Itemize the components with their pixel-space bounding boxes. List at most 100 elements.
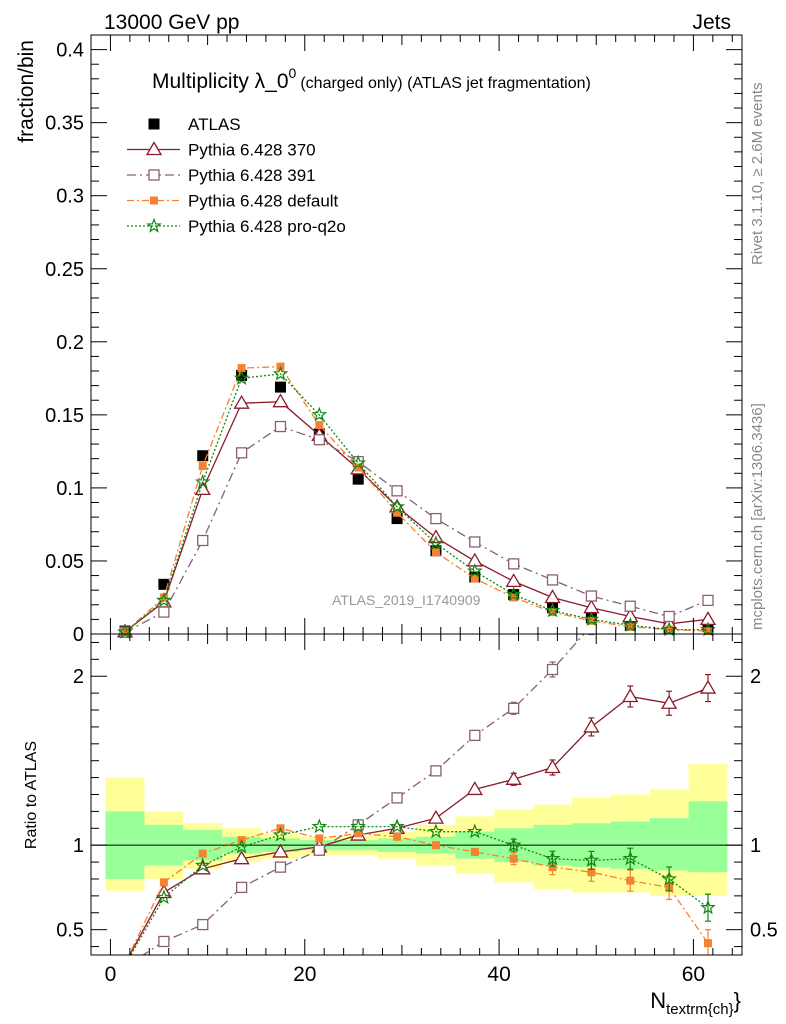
main-point-pq2o (466, 562, 483, 578)
chart-title: Multiplicity λ_00(charged only) (ATLAS j… (152, 65, 591, 93)
main-point-atlas (702, 621, 714, 633)
legend-marker-pdefault (150, 196, 158, 205)
ratio-point-pq2o (389, 818, 405, 834)
main-point-p391 (585, 590, 598, 602)
ratio-point-p391 (197, 918, 209, 931)
main-point-atlas (158, 578, 170, 590)
ratio-point-pdefault (393, 832, 402, 841)
main-point-p391 (702, 594, 714, 607)
ratio-plot-area (91, 553, 742, 955)
legend-label-pdefault: Pythia 6.428 default (188, 192, 339, 211)
main-point-pdefault (393, 508, 402, 517)
ratio-point-pdefault (315, 834, 324, 843)
main-y-tick-label: 0.2 (56, 332, 84, 354)
main-panel: 0 0.05 0.1 0.15 0.2 0.25 0.3 0.35 0.4 fraction/b… (15, 34, 743, 646)
main-point-p391 (197, 534, 209, 547)
ratio-point-pq2o (156, 889, 172, 905)
main-point-p391 (235, 447, 248, 459)
ratio-point-p391 (469, 729, 481, 742)
main-y-tick-label: 0.1 (56, 478, 84, 500)
ratio-line-pq2o (130, 825, 709, 955)
ratio-point-p391 (703, 553, 713, 563)
ratio-point-p370 (699, 679, 717, 694)
ratio-point-pdefault (548, 863, 557, 872)
ratio-point-pq2o (466, 823, 483, 839)
legend: ATLAS Pythia 6.428 370 Pythia 6.428 391 Pyt… (127, 115, 346, 236)
main-y-axis-label: fraction/bin (15, 40, 38, 143)
main-point-pdefault (315, 421, 324, 430)
main-line-pq2o (124, 373, 708, 633)
main-y-tick-label: 0.35 (45, 113, 84, 135)
mcplots-label: mcplots.cern.ch [arXiv:1306.3436] (749, 403, 766, 630)
main-point-pq2o (350, 454, 367, 470)
ratio-band-inner (688, 801, 728, 873)
ratio-point-p391 (313, 844, 325, 856)
energy-label: 13000 GeV pp (104, 11, 239, 34)
x-tick-label: 40 (487, 963, 510, 986)
main-y-tick-label: 0.05 (45, 551, 84, 573)
ratio-point-p370 (544, 759, 561, 774)
main-y-axis: 0 0.05 0.1 0.15 0.2 0.25 0.3 0.35 0.4 (45, 40, 742, 646)
main-point-atlas (352, 473, 364, 485)
ratio-y-tick-label-left: 2 (73, 666, 84, 688)
ratio-y-tick-label-right: 2 (750, 666, 761, 688)
ratio-point-p370 (466, 781, 483, 796)
ratio-line-p391 (141, 634, 585, 955)
ratio-point-p370 (660, 694, 678, 709)
rivet-version-label: Rivet 3.1.10, ≥ 2.6M events (749, 83, 766, 266)
main-y-tick-label: 0.3 (56, 186, 84, 208)
x-tick-label: 60 (682, 963, 705, 986)
legend-marker-atlas (148, 118, 160, 130)
legend-marker-p370 (145, 141, 163, 156)
main-point-pdefault (587, 616, 596, 625)
main-point-pq2o (233, 370, 250, 385)
ratio-point-pdefault (470, 847, 479, 856)
main-point-pq2o (156, 592, 172, 608)
ratio-point-pdefault (159, 878, 168, 887)
ratio-point-pq2o (583, 852, 600, 867)
main-point-p370 (272, 393, 289, 408)
main-point-pq2o (195, 473, 211, 489)
ratio-y-tick-label-left: 1 (73, 835, 84, 857)
main-point-pdefault (237, 364, 246, 373)
ratio-point-pq2o (195, 857, 211, 873)
ratio-point-pq2o (505, 836, 522, 852)
ratio-point-p370 (583, 718, 600, 733)
main-y-tick-label: 0.25 (45, 259, 84, 281)
ratio-line-pdefault (128, 827, 709, 955)
main-point-p391 (508, 558, 520, 570)
main-point-p391 (391, 485, 403, 497)
ratio-point-p391 (508, 702, 520, 714)
ratio-point-pdefault (354, 829, 363, 838)
ratio-point-pq2o (544, 850, 561, 866)
ratio-data-group (91, 553, 742, 955)
ratio-point-p391 (391, 792, 403, 804)
main-point-p370 (622, 608, 639, 623)
ratio-point-p391 (274, 861, 287, 873)
ratio-point-p391 (625, 587, 635, 597)
ratio-y-axis: 0.5 0.5 1 1 2 2 (56, 641, 778, 948)
main-point-p391 (274, 420, 287, 433)
main-point-pq2o (428, 535, 444, 551)
ratio-point-pdefault (198, 849, 207, 858)
main-plot-area (116, 362, 717, 639)
x-tick-label: 20 (293, 963, 316, 986)
main-point-pdefault (626, 622, 635, 631)
main-point-p391 (663, 610, 675, 623)
main-y-tick-label: 0.4 (56, 40, 84, 62)
ratio-point-p391 (546, 663, 559, 676)
legend-marker-pq2o (146, 217, 162, 233)
ratio-point-pq2o (350, 818, 367, 834)
main-y-tick-label: 0.15 (45, 405, 84, 427)
main-point-p370 (233, 394, 250, 409)
x-tick-label: 0 (105, 963, 117, 986)
main-y-tick-label: 0 (73, 624, 84, 646)
main-point-pq2o (272, 365, 289, 381)
ratio-y-tick-label-right: 1 (750, 835, 761, 857)
main-point-pq2o (583, 611, 600, 626)
ratio-point-p370 (427, 809, 445, 824)
ratio-line-p370 (128, 687, 709, 955)
ratio-point-p391 (235, 881, 248, 894)
main-point-pdefault (703, 627, 712, 636)
